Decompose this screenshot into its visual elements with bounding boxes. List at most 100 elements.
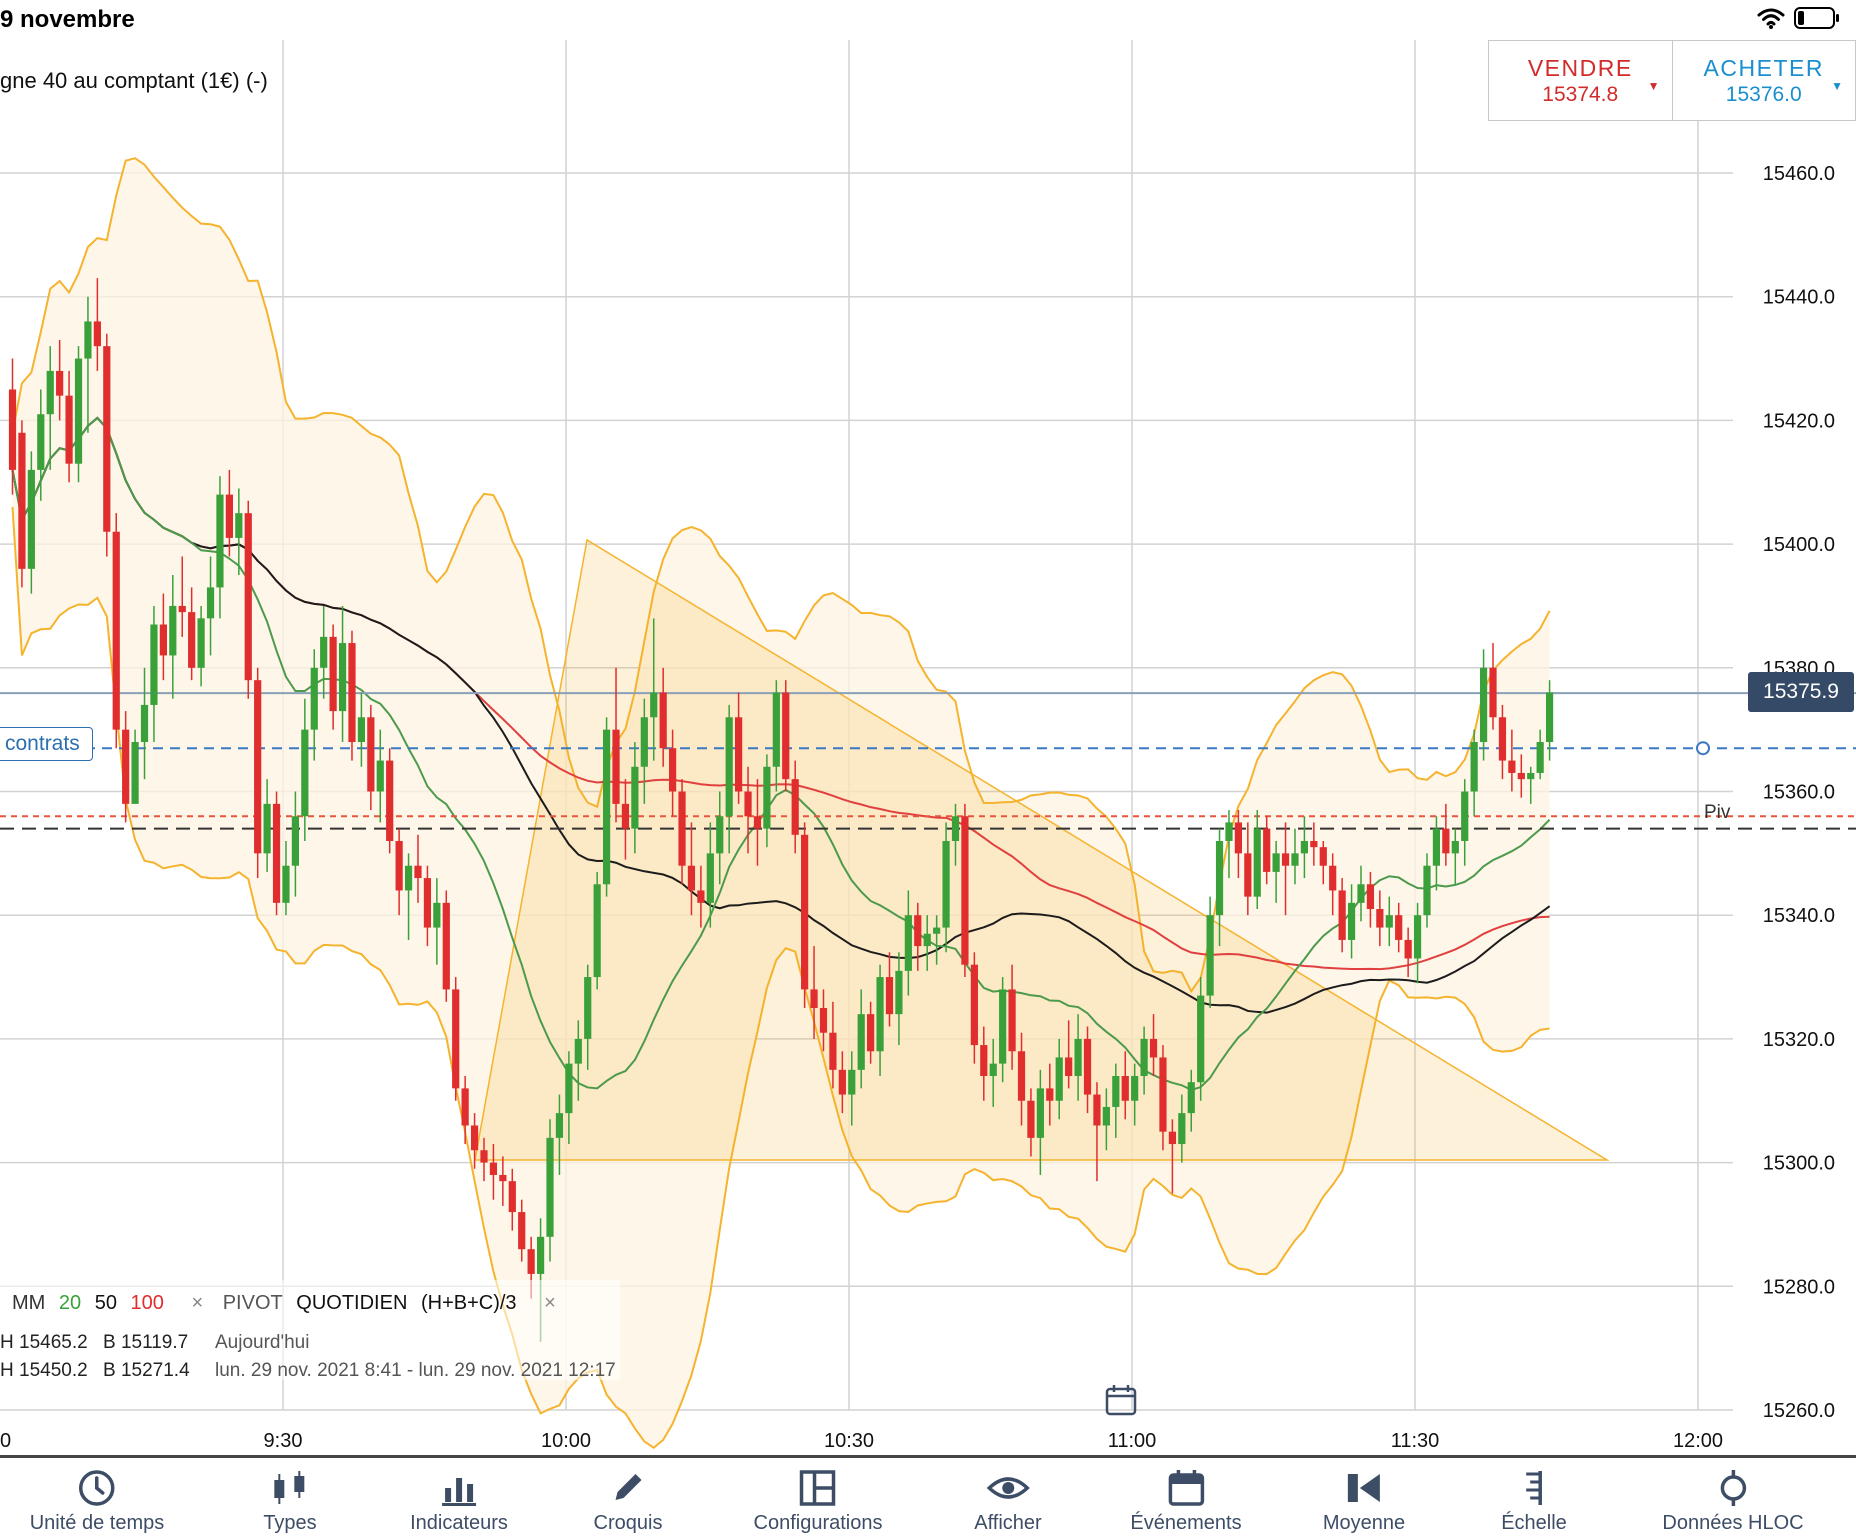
candle-body bbox=[1291, 853, 1299, 866]
rewind-icon bbox=[1348, 1474, 1380, 1502]
candle-body bbox=[923, 933, 931, 947]
candle-body bbox=[744, 791, 752, 817]
pivot-formula: (H+B+C)/3 bbox=[420, 1292, 517, 1314]
toolbar-indicators[interactable]: Indicateurs bbox=[410, 1468, 508, 1535]
clock-icon bbox=[79, 1470, 115, 1506]
x-tick-label: 12:00 bbox=[1673, 1430, 1723, 1452]
candle-body bbox=[291, 816, 299, 866]
candle-body bbox=[1329, 865, 1337, 891]
candle-body bbox=[1253, 828, 1261, 897]
toolbar-average-label: Moyenne bbox=[1322, 1512, 1406, 1534]
position-tag[interactable]: contrats bbox=[0, 727, 93, 761]
toolbar-configurations[interactable]: Configurations bbox=[754, 1468, 882, 1535]
candle-body bbox=[1225, 822, 1233, 841]
candle-body bbox=[1244, 853, 1252, 897]
candle-body bbox=[1008, 989, 1016, 1052]
candle-body bbox=[1545, 692, 1554, 743]
candle-body bbox=[1149, 1038, 1158, 1058]
sell-button[interactable]: VENDRE 15374.8 ▼ bbox=[1489, 41, 1672, 120]
candle-body bbox=[329, 636, 337, 712]
bar-chart-icon bbox=[442, 1478, 476, 1506]
candlestick-icon bbox=[273, 1471, 304, 1504]
candle-body bbox=[1376, 909, 1384, 928]
toolbar-types-label: Types bbox=[263, 1512, 317, 1534]
candle-body bbox=[244, 513, 252, 681]
candle-body bbox=[1074, 1038, 1082, 1077]
candle-body bbox=[716, 816, 724, 854]
sell-dropdown-icon[interactable]: ▼ bbox=[1647, 79, 1660, 93]
toolbar-events[interactable]: Événements bbox=[1130, 1468, 1242, 1535]
candle-body bbox=[735, 717, 743, 792]
candle-body bbox=[602, 729, 611, 885]
remove-ma-icon[interactable]: × bbox=[191, 1292, 204, 1314]
candle-body bbox=[93, 321, 101, 347]
toolbar-display-label: Afficher bbox=[974, 1512, 1042, 1534]
candle-body bbox=[235, 513, 243, 538]
candle-body bbox=[348, 643, 356, 743]
candle-body bbox=[1017, 1051, 1026, 1101]
candle-body bbox=[1489, 667, 1497, 718]
candle-body bbox=[669, 748, 677, 792]
candle-body bbox=[1272, 853, 1280, 872]
x-tick-label: 11:00 bbox=[1108, 1430, 1157, 1452]
candle-body bbox=[621, 803, 630, 829]
candle-body bbox=[1046, 1088, 1054, 1101]
pivot-indicator-label: PIVOT bbox=[222, 1292, 283, 1314]
candle-body bbox=[1338, 890, 1346, 940]
candle-body bbox=[612, 729, 620, 804]
candle-body bbox=[829, 1032, 837, 1070]
candle-body bbox=[1432, 828, 1441, 866]
candle-body bbox=[65, 395, 73, 464]
candle-body bbox=[74, 358, 83, 464]
buy-button[interactable]: ACHETER 15376.0 ▼ bbox=[1671, 41, 1856, 120]
candle-body bbox=[225, 494, 233, 538]
bottom-toolbar: Unité de temps Types Indicateurs Croquis bbox=[0, 1456, 1856, 1538]
bollinger-upper bbox=[11, 157, 1551, 994]
candle-body bbox=[1413, 915, 1422, 959]
toolbar-hloc-data[interactable]: Données HLOC bbox=[1662, 1468, 1804, 1535]
candle-body bbox=[404, 865, 413, 891]
candle-body bbox=[782, 692, 790, 780]
candle-body bbox=[461, 1088, 469, 1126]
candle-body bbox=[1083, 1038, 1092, 1095]
toolbar-average[interactable]: Moyenne bbox=[1323, 1468, 1405, 1535]
toolbar-display[interactable]: Afficher bbox=[974, 1468, 1042, 1535]
candle-body bbox=[1508, 760, 1516, 773]
toolbar-sketch[interactable]: Croquis bbox=[594, 1468, 662, 1535]
candle-body bbox=[131, 742, 139, 804]
candle-body bbox=[18, 432, 26, 569]
price-chart[interactable]: 15460.015440.015420.015400.015380.015360… bbox=[0, 0, 1856, 1456]
calendar-icon[interactable] bbox=[1104, 1383, 1138, 1417]
candle-body bbox=[706, 853, 714, 903]
pencil-icon bbox=[615, 1474, 642, 1500]
candle-body bbox=[1140, 1038, 1148, 1077]
remove-pivot-icon[interactable]: × bbox=[544, 1292, 556, 1314]
candle-body bbox=[508, 1181, 516, 1213]
hloc-range-row: H 15450.2 B 15271.4 lun. 29 nov. 2021 8:41… bbox=[0, 1360, 616, 1382]
candle-body bbox=[1395, 915, 1403, 940]
candle-body bbox=[1093, 1094, 1101, 1126]
candle-body bbox=[272, 803, 281, 903]
range-low: B 15271.4 bbox=[103, 1360, 190, 1381]
toolbar-scale[interactable]: Échelle bbox=[1501, 1468, 1567, 1535]
candle-body bbox=[1517, 772, 1525, 780]
candle-body bbox=[8, 389, 17, 470]
candle-body bbox=[1102, 1106, 1110, 1126]
toolbar-timeframe[interactable]: Unité de temps bbox=[30, 1468, 164, 1535]
candle-body bbox=[687, 865, 696, 891]
toolbar-types[interactable]: Types bbox=[263, 1468, 317, 1535]
candle-body bbox=[1159, 1057, 1167, 1132]
buy-dropdown-icon[interactable]: ▼ bbox=[1831, 79, 1843, 93]
candle-body bbox=[867, 1014, 875, 1052]
candle-body bbox=[555, 1113, 564, 1138]
candle-body bbox=[1357, 884, 1365, 903]
current-price-tag: 15375.9 bbox=[1748, 672, 1854, 712]
candle-body bbox=[546, 1137, 554, 1237]
candle-body bbox=[188, 612, 196, 668]
candle-body bbox=[1366, 884, 1375, 910]
candle-body bbox=[1347, 902, 1356, 940]
candle-body bbox=[140, 704, 149, 743]
candle-body bbox=[536, 1236, 545, 1274]
candle-body bbox=[112, 531, 120, 730]
toolbar-hloc-data-label: Données HLOC bbox=[1662, 1512, 1804, 1534]
